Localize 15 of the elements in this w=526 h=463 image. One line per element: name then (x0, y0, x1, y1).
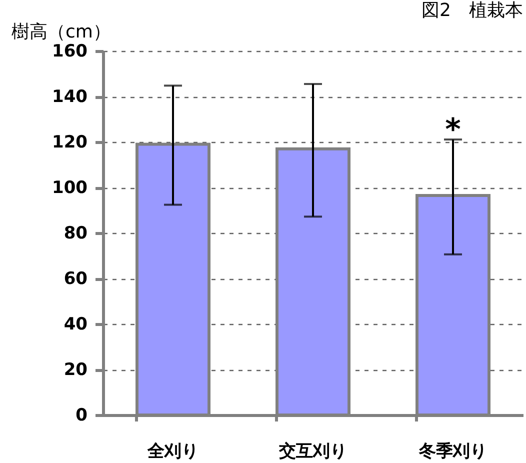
y-tick-label: 40 (64, 314, 88, 334)
y-tick-label: 20 (64, 360, 88, 380)
annotation: * (445, 112, 462, 148)
y-tick-label: 120 (52, 132, 88, 152)
y-tick-label: 160 (52, 42, 88, 62)
x-tick-label: 全刈り (146, 442, 198, 462)
y-axis-title: 樹高（cm） (12, 22, 111, 42)
chart-title: 図2 植栽本 (422, 0, 523, 21)
x-tick-label: 交互刈り (278, 442, 347, 462)
y-tick-label: 80 (64, 224, 88, 244)
y-tick-label: 140 (52, 87, 88, 107)
y-tick-label: 60 (64, 269, 88, 289)
x-tick-label: 冬季刈り (418, 442, 487, 462)
y-tick-label: 0 (76, 406, 88, 426)
y-tick-label: 100 (52, 178, 88, 198)
